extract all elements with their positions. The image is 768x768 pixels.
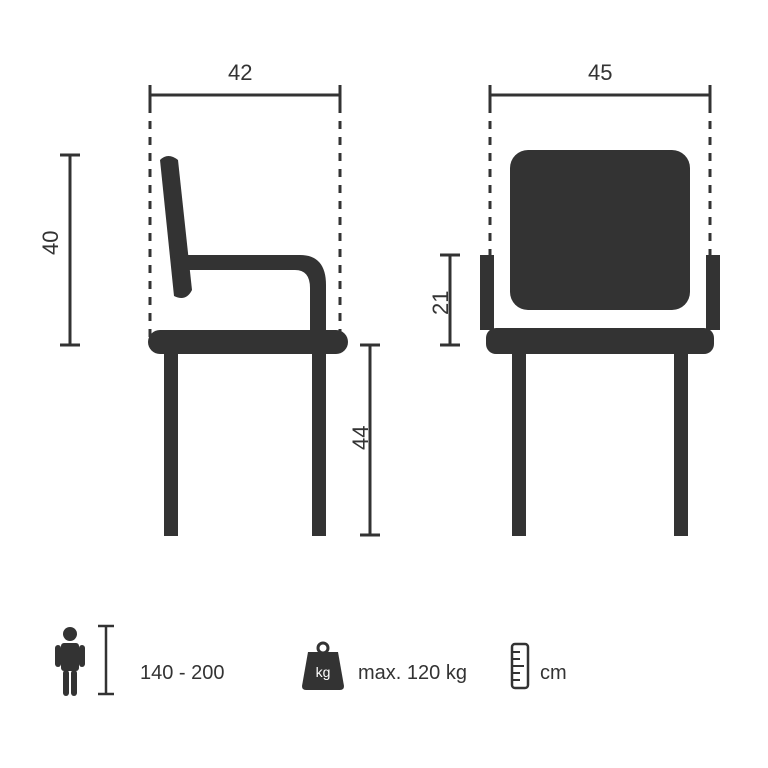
side-backrest-label: 40 [38,231,64,255]
weight-unit-badge: kg [316,664,331,680]
front-width-label: 45 [588,60,612,86]
side-view-drawing [40,70,390,550]
side-width-label: 42 [228,60,252,86]
dimension-diagram: 42 40 44 45 21 [0,0,768,768]
side-seat-height-label: 44 [348,426,374,450]
unit-label: cm [540,662,567,685]
weight-icon: kg [298,640,348,690]
front-armrest-label: 21 [428,291,454,315]
ruler-icon [510,642,530,690]
max-weight-label: max. 120 kg [358,662,467,685]
front-view-drawing [420,70,740,550]
person-height-range: 140 - 200 [140,662,225,685]
person-height-icon [40,620,130,700]
